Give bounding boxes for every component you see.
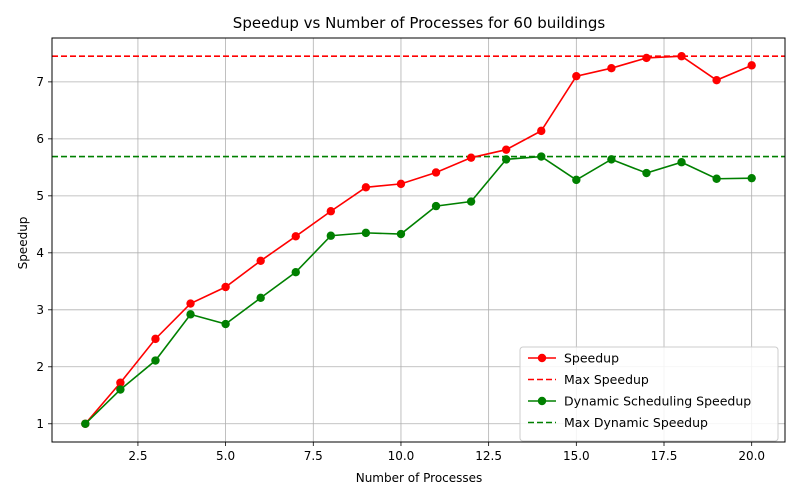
data-point [116,385,125,394]
legend-marker [537,396,547,406]
data-point [361,183,371,192]
data-point [81,419,90,428]
x-tick-label: 12.5 [475,449,502,463]
chart-title: Speedup vs Number of Processes for 60 bu… [233,14,606,32]
data-point [572,71,581,81]
data-point [291,267,300,277]
data-point [537,126,546,136]
y-tick-label: 2 [36,360,44,374]
data-point [466,153,476,162]
data-point [747,173,756,183]
data-point [677,158,686,167]
data-point [501,145,511,154]
x-tick-label: 15.0 [563,449,590,463]
x-tick-label: 10.0 [388,449,415,463]
data-point [677,52,686,61]
y-tick-label: 4 [36,246,44,260]
data-point [642,168,651,178]
data-point [361,228,371,238]
x-tick-label: 20.0 [738,449,765,463]
data-point [256,256,265,265]
data-point [186,310,195,319]
data-point [572,175,581,185]
legend-box [519,346,779,442]
data-point [642,53,651,63]
data-point [326,207,336,216]
y-tick-label: 6 [36,132,44,146]
data-point [501,155,511,164]
x-tick-label: 5.0 [216,449,235,463]
data-point [116,378,125,387]
legend-marker [537,353,547,363]
data-point [326,231,336,240]
data-point [221,319,230,329]
x-axis-label: Number of Processes [356,471,483,485]
x-tick-label: 2.5 [128,449,147,463]
data-point [396,179,406,189]
legend-label: Speedup [564,351,619,366]
series-line [84,155,752,425]
data-point [291,232,300,241]
data-point [431,168,441,177]
data-point [186,299,195,308]
data-point [256,293,265,303]
x-tick-label: 17.5 [651,449,678,463]
data-point [712,75,721,85]
data-point [712,174,721,183]
legend-label: Dynamic Scheduling Speedup [564,394,751,409]
tick-layer: 2.5 5.0 7.5 10.0 12.5 15.0 17.5 20.0 1 2 3 4 5 6 7 [36,75,765,463]
data-point [537,152,546,161]
data-point [221,282,230,292]
data-point [151,356,160,365]
series-layer [81,52,756,428]
legend-label: Max Speedup [564,372,649,387]
plot-frame [51,37,786,443]
max-lines-layer [52,55,785,158]
data-point [747,61,756,70]
data-point [431,201,441,211]
data-point [607,64,616,73]
data-point [151,334,160,344]
data-point [607,155,616,164]
data-point [466,197,476,206]
y-tick-label: 7 [36,75,44,89]
legend-label: Max Dynamic Speedup [564,415,708,430]
series-line [84,55,752,425]
y-tick-label: 1 [36,417,44,431]
y-axis-label: Speedup [16,217,30,270]
y-tick-label: 3 [36,303,44,317]
x-tick-label: 7.5 [304,449,323,463]
data-point [396,229,406,239]
legend: Speedup Max Speedup Dynamic Scheduling Spe… [519,346,779,442]
y-tick-label: 5 [36,189,44,203]
